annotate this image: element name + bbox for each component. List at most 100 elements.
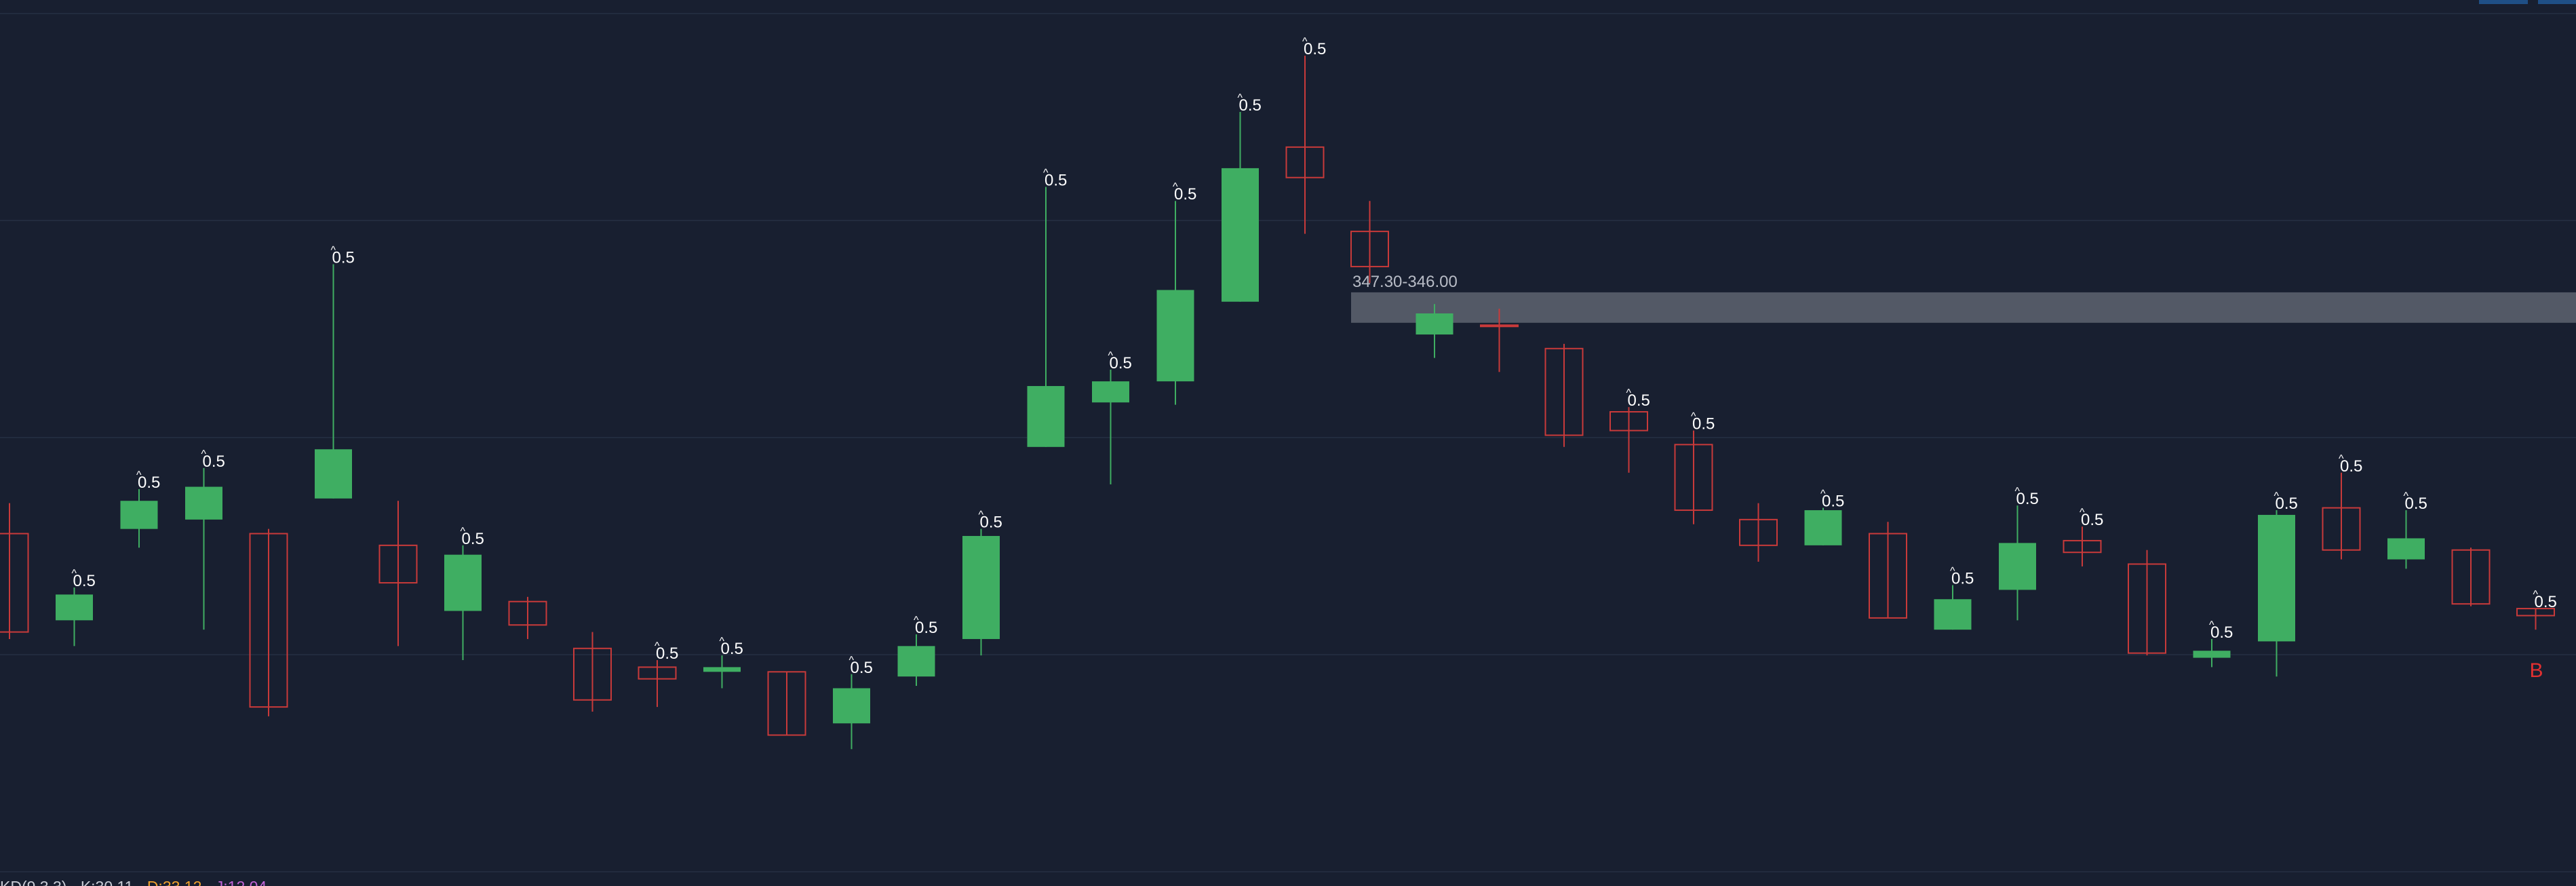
marker-caret: ^ [849, 655, 855, 666]
indicator-name: KD(9,3,3) [0, 878, 66, 886]
candle-body-up [56, 594, 93, 621]
marker-label: 0.5 [1304, 40, 1326, 58]
candle-body-up [1934, 599, 1972, 630]
marker-caret: ^ [2209, 619, 2214, 631]
candle-body-up [444, 554, 482, 611]
marker-caret: ^ [1238, 92, 1243, 104]
candle-body-up [315, 449, 352, 499]
marker-label: 0.5 [203, 452, 225, 471]
marker-label: 0.5 [656, 644, 678, 663]
candle-body-down [508, 600, 547, 626]
marker-caret: ^ [201, 448, 207, 460]
candle-body-down [2128, 563, 2166, 654]
marker-caret: ^ [2339, 453, 2344, 465]
marker-caret: ^ [136, 469, 142, 481]
marker-label: 0.5 [332, 248, 355, 267]
marker-label: 0.5 [1110, 354, 1132, 372]
marker-label: 0.5 [1239, 96, 1262, 115]
candle-body-up [703, 667, 741, 672]
marker-caret: ^ [1173, 181, 1178, 193]
marker-label: 0.5 [1045, 172, 1067, 190]
marker-caret: ^ [655, 640, 660, 652]
marker-label: 0.5 [2405, 495, 2427, 513]
candle-body-up [962, 536, 1000, 639]
marker-caret: ^ [72, 568, 77, 579]
marker-caret: ^ [720, 636, 725, 647]
marker-caret: ^ [2080, 507, 2085, 518]
marker-label: 0.5 [851, 659, 873, 677]
candle-body-down [767, 671, 806, 736]
indicator-d-value: D:33.12 [147, 878, 202, 886]
indicator-j-value: J:12.04 [216, 878, 267, 886]
marker-label: 0.5 [2016, 490, 2039, 508]
marker-label: 0.5 [1822, 493, 1844, 511]
candle-body-down [1285, 146, 1325, 178]
candle-body-down [2322, 507, 2361, 551]
candle-body-up [2387, 538, 2425, 560]
marker-caret: ^ [1820, 488, 1826, 500]
candle-body-down [1739, 518, 1778, 546]
marker-label: 0.5 [2340, 457, 2362, 476]
candle-body-up [1999, 543, 2036, 590]
candle-body-up [897, 646, 935, 677]
candle-body-down [249, 533, 288, 708]
candle-body-down [638, 666, 677, 680]
buy-signal-label: B [2530, 659, 2543, 682]
marker-caret: ^ [979, 509, 984, 521]
top-right-badge[interactable] [2479, 0, 2528, 4]
marker-label: 0.5 [2210, 623, 2233, 642]
candle-body-up [1222, 168, 1259, 302]
marker-label: 0.5 [1692, 415, 1715, 434]
marker-label: 0.5 [462, 530, 484, 548]
marker-label: 0.5 [138, 474, 160, 492]
marker-caret: ^ [2404, 490, 2409, 502]
marker-caret: ^ [2533, 589, 2539, 600]
marker-caret: ^ [1626, 387, 1632, 399]
marker-caret: ^ [914, 615, 919, 626]
candle-body-down [1350, 231, 1389, 267]
candle-body-down [1480, 324, 1519, 328]
candle-body-down [1869, 533, 1907, 619]
candle-body-up [185, 486, 222, 520]
marker-label: 0.5 [1174, 185, 1196, 204]
candle-body-up [1156, 290, 1194, 382]
candle-body-up [833, 688, 870, 724]
price-zone-band [1351, 292, 2576, 323]
candle-body-up [1416, 313, 1453, 335]
candle-body-down [2451, 549, 2491, 605]
marker-label: 0.5 [915, 619, 937, 637]
candle-body-up [2258, 514, 2295, 642]
candle-body-up [120, 501, 158, 529]
marker-caret: ^ [1691, 411, 1696, 423]
marker-label: 0.5 [73, 572, 96, 590]
marker-label: 0.5 [1951, 570, 1974, 588]
candle-body-down [1609, 411, 1648, 431]
indicator-legend: KD(9,3,3) K:30.11 D:33.12 J:12.04 [0, 877, 276, 886]
candle-body-up [1092, 381, 1129, 403]
candle-body-down [1674, 444, 1713, 512]
indicator-k-value: K:30.11 [81, 878, 134, 886]
marker-label: 0.5 [980, 514, 1002, 532]
marker-label: 0.5 [2276, 495, 2298, 513]
candle-body-down [0, 533, 29, 633]
candle-body-up [1804, 510, 1842, 545]
marker-label: 0.5 [721, 640, 743, 658]
candle-body-down [2516, 608, 2555, 617]
price-zone-label: 347.30-346.00 [1352, 273, 1458, 291]
marker-caret: ^ [1950, 566, 1955, 577]
marker-caret: ^ [2274, 490, 2280, 502]
marker-label: 0.5 [2535, 593, 2557, 611]
candle-body-down [573, 647, 612, 701]
marker-caret: ^ [1302, 36, 1308, 47]
marker-caret: ^ [1043, 168, 1049, 179]
candle-body-up [1027, 386, 1065, 447]
candle-body-down [2063, 539, 2102, 554]
top-right-badge-secondary[interactable] [2538, 0, 2576, 4]
marker-caret: ^ [1108, 350, 1114, 362]
marker-label: 0.5 [1628, 391, 1650, 410]
marker-caret: ^ [331, 244, 336, 256]
candle-body-down [1544, 347, 1584, 436]
candle-body-up [2193, 651, 2231, 658]
marker-label: 0.5 [2081, 511, 2103, 529]
